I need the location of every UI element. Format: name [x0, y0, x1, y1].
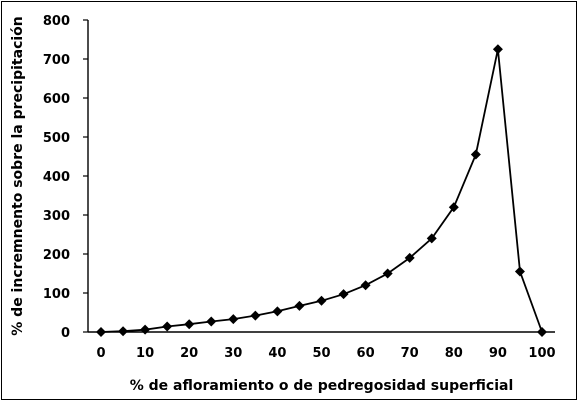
data-point — [316, 295, 327, 306]
data-point — [162, 321, 173, 332]
axes — [83, 19, 555, 333]
x-tick-label: 70 — [401, 346, 419, 361]
x-tick-label: 0 — [96, 346, 105, 361]
data-point — [360, 280, 371, 291]
y-tick-label: 100 — [43, 287, 70, 302]
y-tick-label: 300 — [43, 209, 70, 224]
x-tick-label: 100 — [528, 346, 555, 361]
y-tick-label: 700 — [43, 53, 70, 68]
data-point — [118, 326, 129, 337]
data-point — [272, 306, 283, 317]
x-tick-label: 30 — [224, 346, 242, 361]
x-tick-labels: 0 10 20 30 40 50 60 70 80 90 100 — [96, 346, 555, 361]
data-point — [294, 300, 305, 311]
y-tick-label: 500 — [43, 131, 70, 146]
series-line — [100, 49, 543, 333]
data-point — [382, 268, 393, 279]
y-tick-label: 400 — [43, 170, 70, 185]
data-point — [206, 316, 217, 327]
y-tick-label: 600 — [43, 92, 70, 107]
data-point — [140, 324, 151, 335]
x-tick-label: 20 — [180, 346, 198, 361]
data-point — [426, 233, 437, 244]
data-point — [448, 202, 459, 213]
y-tick-label: 0 — [61, 326, 70, 341]
data-point — [404, 252, 415, 263]
series — [96, 44, 547, 337]
y-axis-title: % de incremnento sobre la precipitación — [10, 16, 26, 335]
data-point — [514, 266, 525, 277]
x-axis-title: % de afloramiento o de pedregosidad supe… — [130, 378, 514, 394]
x-tick-label: 40 — [268, 346, 286, 361]
data-point — [228, 314, 239, 325]
data-point — [96, 327, 106, 337]
data-point — [184, 319, 195, 330]
x-tick-label: 90 — [489, 346, 507, 361]
x-tick-label: 80 — [445, 346, 463, 361]
y-tick-labels: 0 100 200 300 400 500 600 700 800 — [43, 14, 70, 341]
y-tick-label: 200 — [43, 248, 70, 263]
x-tick-label: 60 — [357, 346, 375, 361]
data-point — [250, 310, 261, 321]
data-point — [537, 327, 547, 337]
x-tick-label: 10 — [136, 346, 154, 361]
data-point — [492, 44, 503, 55]
data-point — [338, 289, 349, 300]
y-tick-label: 800 — [43, 14, 70, 29]
data-point — [470, 149, 481, 160]
x-tick-label: 50 — [312, 346, 330, 361]
